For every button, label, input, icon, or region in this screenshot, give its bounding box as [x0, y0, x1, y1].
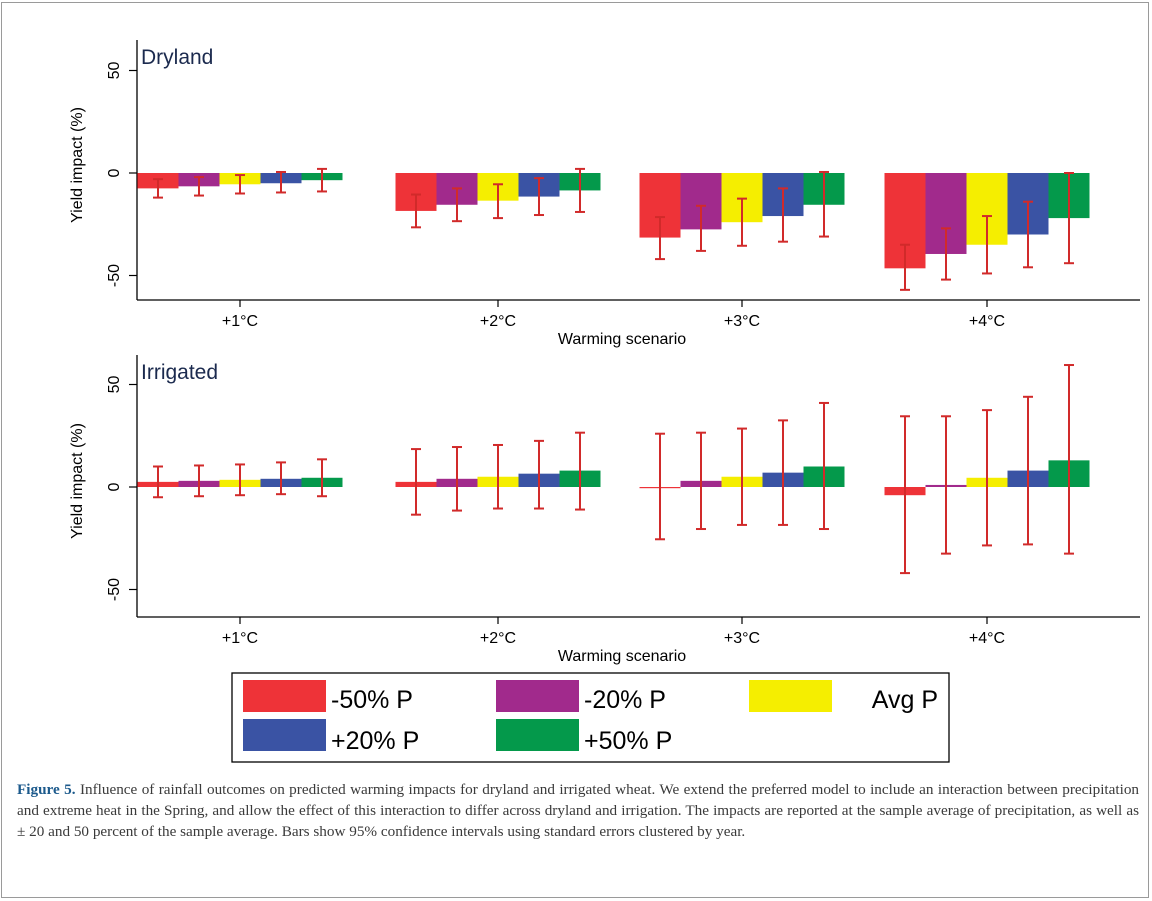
error-bar — [982, 409, 992, 547]
legend-label: +50% P — [584, 727, 672, 755]
error-bar — [900, 415, 910, 575]
error-bar — [696, 431, 706, 531]
error-bar — [575, 167, 585, 213]
legend-swatch — [243, 719, 326, 751]
error-bar — [276, 170, 286, 194]
error-bar — [778, 187, 788, 243]
error-bar — [900, 243, 910, 291]
figure-label: Figure 5. — [17, 781, 76, 798]
y-axis-label: Yield impact (%) — [69, 423, 86, 539]
error-bar — [1064, 364, 1074, 555]
error-bar — [941, 227, 951, 281]
error-bar — [411, 193, 421, 229]
error-bar — [194, 176, 204, 197]
legend-swatch — [496, 719, 579, 751]
legend-label: -50% P — [331, 686, 413, 714]
x-tick-label: +1°C — [222, 313, 258, 330]
panel-irrigated: 50 0 -50 Yield impact (%) Irrigated +1°C +2°C +… — [69, 355, 1140, 665]
y-axis-label: Yield impact (%) — [69, 107, 86, 223]
error-bar — [276, 461, 286, 496]
y-tick-label: 0 — [106, 482, 123, 491]
legend-item: -50% P — [243, 680, 413, 714]
error-bar — [153, 465, 163, 499]
error-bar — [1064, 172, 1074, 265]
error-bar — [452, 446, 462, 512]
error-bar — [235, 463, 245, 497]
x-axis-label: Warming scenario — [558, 331, 686, 348]
legend-item: +20% P — [243, 719, 419, 755]
panel-dryland: 50 0 -50 Yield impact (%) Dryland +1°C +2°C +3°… — [69, 40, 1140, 348]
legend-item: +50% P — [496, 719, 672, 755]
panel-title: Dryland — [141, 46, 213, 69]
error-bar — [696, 204, 706, 252]
legend-item: -20% P — [496, 680, 666, 714]
error-bar — [982, 215, 992, 275]
legend-swatch — [749, 680, 832, 712]
error-bar — [317, 458, 327, 498]
x-tick-label: +4°C — [969, 630, 1005, 647]
x-tick-label: +1°C — [222, 630, 258, 647]
legend-item: Avg P — [749, 680, 938, 714]
figure-svg: 50 0 -50 Yield impact (%) Dryland +1°C +2°C +3°… — [69, 40, 1140, 763]
y-tick-label: -50 — [106, 578, 123, 601]
error-bar — [575, 431, 585, 511]
error-bar — [317, 167, 327, 193]
y-tick-label: 50 — [106, 376, 123, 394]
y-tick-label: 0 — [106, 168, 123, 177]
legend: -50% P -20% P Avg P +20% P +50% P — [231, 672, 950, 763]
error-bar — [655, 216, 665, 261]
error-bar — [655, 432, 665, 541]
x-tick-label: +3°C — [724, 630, 760, 647]
legend-label: Avg P — [872, 686, 938, 714]
x-axis-label: Warming scenario — [558, 648, 686, 665]
x-tick-label: +2°C — [480, 313, 516, 330]
x-tick-label: +4°C — [969, 313, 1005, 330]
error-bar — [153, 178, 163, 199]
error-bar — [534, 177, 544, 217]
error-bar — [737, 427, 747, 526]
x-tick-label: +2°C — [480, 630, 516, 647]
error-bar — [235, 174, 245, 195]
error-bar — [452, 187, 462, 223]
legend-swatch — [243, 680, 326, 712]
error-bar — [941, 415, 951, 555]
figure-caption: Figure 5. Influence of rainfall outcomes… — [17, 779, 1139, 842]
legend-label: -20% P — [584, 686, 666, 714]
error-bar — [819, 401, 829, 531]
caption-text: Influence of rainfall outcomes on predic… — [17, 781, 1140, 840]
legend-label: +20% P — [331, 727, 419, 755]
y-tick-label: 50 — [106, 62, 123, 80]
legend-swatch — [496, 680, 579, 712]
error-bar — [493, 443, 503, 510]
error-bar — [737, 197, 747, 247]
error-bar — [778, 419, 788, 526]
error-bar — [1023, 200, 1033, 269]
panel-title: Irrigated — [141, 361, 218, 384]
error-bar — [194, 464, 204, 498]
error-bar — [819, 170, 829, 238]
error-bar — [411, 448, 421, 516]
x-tick-label: +3°C — [724, 313, 760, 330]
error-bar — [1023, 395, 1033, 546]
error-bar — [534, 439, 544, 510]
y-tick-label: -50 — [106, 264, 123, 287]
error-bar — [493, 183, 503, 220]
